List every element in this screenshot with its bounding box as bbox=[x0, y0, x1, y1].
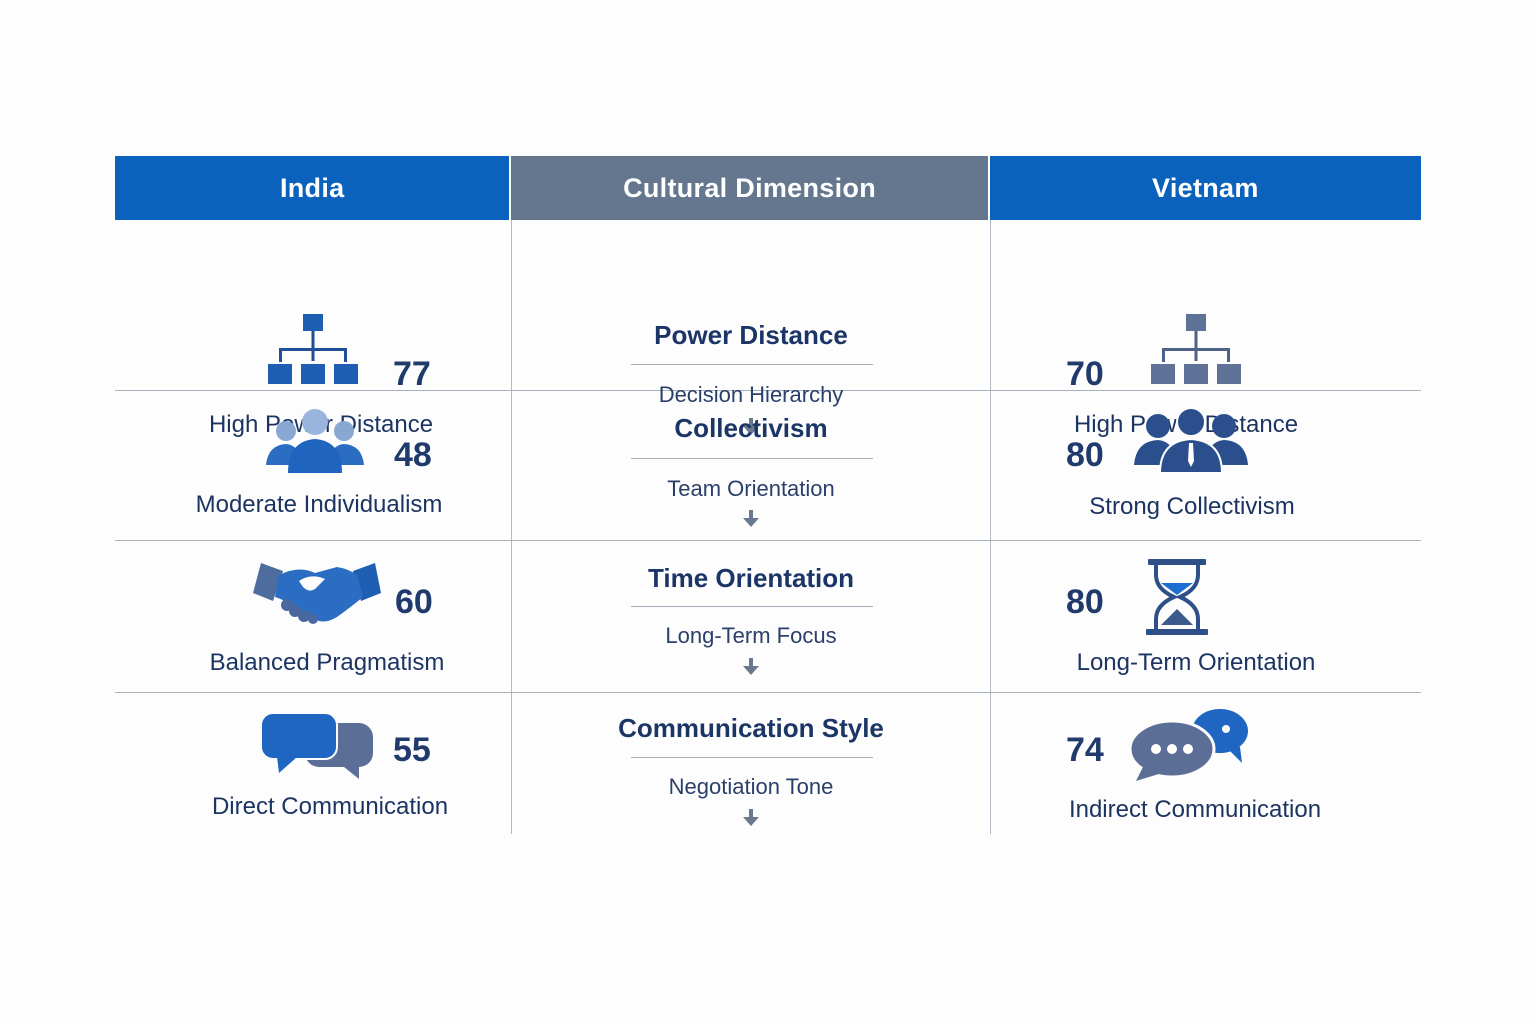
vietnam-power-distance-score: 70 bbox=[1066, 355, 1104, 393]
dimension-subtitle: Team Orientation bbox=[667, 476, 835, 501]
india-collectivism-score: 48 bbox=[394, 436, 432, 474]
dimension-subtitle: Negotiation Tone bbox=[668, 774, 834, 799]
org-hierarchy-icon bbox=[268, 314, 358, 384]
culture-comparison-table: India Cultural Dimension Vietnam 77 High… bbox=[115, 156, 1421, 834]
handshake-icon bbox=[253, 563, 381, 624]
divider bbox=[631, 458, 873, 459]
dimension-title: Collectivism bbox=[674, 413, 828, 443]
india-communication-style-score: 55 bbox=[393, 731, 431, 769]
arrow-down-icon bbox=[743, 418, 759, 435]
vietnam-communication-style-label: Indirect Communication bbox=[1068, 796, 1322, 823]
header-india: India bbox=[115, 156, 510, 220]
india-time-orientation-label: Balanced Pragmatism bbox=[209, 649, 445, 676]
dimension-title: Time Orientation bbox=[647, 563, 855, 593]
hourglass-icon bbox=[1146, 559, 1208, 635]
header-vietnam: Vietnam bbox=[989, 156, 1421, 220]
vietnam-power-distance-cell: 70 High Power Distance bbox=[991, 220, 1421, 438]
vietnam-time-orientation-label: Long-Term Orientation bbox=[1076, 649, 1316, 676]
arrow-down-icon bbox=[743, 658, 759, 675]
dimension-title: Communication Style bbox=[618, 713, 884, 743]
india-collectivism-cell: 48 Moderate Individualism bbox=[115, 391, 511, 540]
dimension-communication-style-cell: Communication Style Negotiation Tone bbox=[511, 693, 991, 834]
table-row-power-distance: 77 High Power Distance Power Distance De… bbox=[115, 220, 1421, 438]
india-communication-style-label: Direct Communication bbox=[211, 793, 449, 820]
vietnam-time-orientation-score: 80 bbox=[1066, 583, 1104, 621]
divider bbox=[631, 757, 873, 758]
india-collectivism-label: Moderate Individualism bbox=[195, 491, 443, 518]
dimension-subtitle: Decision Hierarchy bbox=[658, 382, 844, 407]
arrow-down-icon bbox=[743, 510, 759, 527]
dimension-collectivism-cell: Collectivism Team Orientation bbox=[511, 391, 991, 540]
vietnam-communication-style-score: 74 bbox=[1066, 731, 1104, 769]
dimension-power-distance-cell: Power Distance Decision Hierarchy bbox=[511, 220, 991, 435]
vietnam-communication-style-cell: 74 Indirect Communication bbox=[991, 693, 1421, 834]
dimension-subtitle: Long-Term Focus bbox=[665, 623, 837, 648]
table-row-collectivism: 48 Moderate Individualism Collectivism T… bbox=[115, 391, 1421, 541]
vietnam-collectivism-score: 80 bbox=[1066, 436, 1104, 474]
vietnam-time-orientation-cell: 80 Long-Term Orientation bbox=[991, 541, 1421, 692]
business-team-icon bbox=[1134, 409, 1248, 474]
table-body: 77 High Power Distance Power Distance De… bbox=[115, 220, 1421, 834]
org-hierarchy-icon bbox=[1151, 314, 1241, 384]
table-header: India Cultural Dimension Vietnam bbox=[115, 156, 1421, 220]
header-cultural-dimension: Cultural Dimension bbox=[509, 156, 990, 220]
india-time-orientation-score: 60 bbox=[395, 583, 433, 621]
india-power-distance-score: 77 bbox=[393, 355, 431, 393]
dimension-title: Power Distance bbox=[654, 320, 848, 350]
divider bbox=[631, 364, 873, 365]
divider bbox=[631, 606, 873, 607]
india-communication-style-cell: 55 Direct Communication bbox=[115, 693, 511, 834]
dimension-time-orientation-cell: Time Orientation Long-Term Focus bbox=[511, 541, 991, 692]
chat-bubbles-ellipsis-icon bbox=[1130, 709, 1248, 781]
table-row-communication-style: 55 Direct Communication Communication St… bbox=[115, 693, 1421, 834]
india-time-orientation-cell: 60 Balanced Pragmatism bbox=[115, 541, 511, 692]
india-power-distance-cell: 77 High Power Distance bbox=[115, 220, 511, 438]
group-people-icon bbox=[266, 409, 364, 473]
vietnam-collectivism-label: Strong Collectivism bbox=[1089, 493, 1295, 520]
vietnam-collectivism-cell: 80 Strong Collectivism bbox=[991, 391, 1421, 540]
speech-bubbles-icon bbox=[261, 713, 373, 779]
table-row-time-orientation: 60 Balanced Pragmatism Time Orientation … bbox=[115, 541, 1421, 693]
arrow-down-icon bbox=[743, 809, 759, 826]
